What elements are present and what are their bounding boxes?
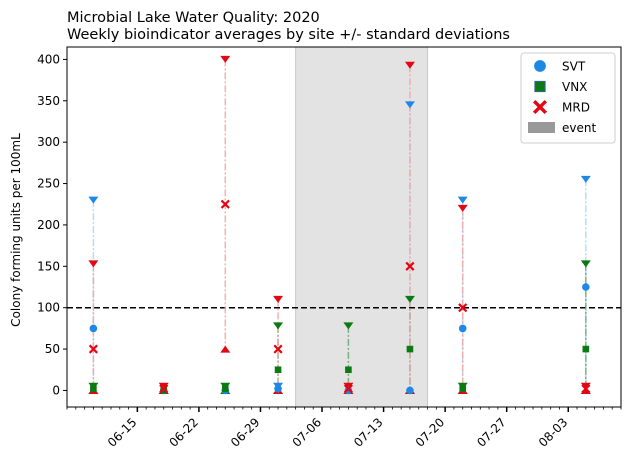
data-point-svt	[582, 283, 590, 291]
error-cap-high-svt	[580, 175, 591, 183]
data-point-mrd	[88, 344, 98, 354]
data-point-mrd	[343, 384, 353, 394]
legend: SVT VNX MRD event	[520, 52, 616, 144]
data-point-svt	[274, 384, 282, 393]
data-point-mrd	[581, 384, 591, 394]
data-point-mrd	[273, 344, 283, 354]
x-tick-label: 07-06	[290, 415, 325, 450]
data-point-vnx	[90, 385, 97, 393]
data-point-mrd	[458, 303, 468, 313]
error-cap-high-mrd	[220, 55, 231, 63]
data-point-vnx	[345, 366, 352, 374]
data-point-vnx	[406, 345, 414, 353]
y-tick-label: 100	[37, 301, 60, 315]
data-point-mrd	[220, 199, 230, 209]
error-cap-high-mrd	[404, 61, 415, 69]
error-cap-high-mrd	[158, 382, 169, 390]
error-cap-high-vnx	[580, 260, 591, 268]
error-cap-high-mrd	[580, 382, 591, 390]
error-cap-high-vnx	[343, 322, 354, 330]
legend-label-mrd: MRD	[562, 101, 590, 115]
plot-area: 0 50 100 150 200 250 300 350 400 06-15 06-22 06-29 0…	[37, 46, 622, 450]
error-cap-high-vnx	[404, 295, 415, 303]
data-point-vnx	[221, 385, 229, 393]
error-cap-high-mrd	[88, 260, 99, 268]
event-band	[295, 46, 429, 408]
axes-frame	[66, 46, 622, 408]
data-point-svt	[406, 386, 414, 395]
legend-marker-svt	[534, 60, 546, 72]
x-tick-label: 06-15	[105, 415, 140, 450]
error-cap-high-mrd	[457, 204, 468, 212]
error-cap-high-svt	[404, 101, 415, 109]
error-cap-high-mrd	[343, 382, 354, 390]
legend-label-event: event	[562, 121, 596, 135]
y-tick-label: 150	[37, 259, 60, 273]
x-tick-label: 07-13	[351, 415, 386, 450]
error-cap-high-svt	[88, 196, 99, 204]
error-cap-high-mrd	[273, 295, 284, 303]
data-point-vnx	[459, 385, 467, 393]
x-tick-label: 07-27	[474, 415, 509, 450]
legend-marker-vnx	[534, 80, 546, 93]
data-point-svt	[344, 386, 353, 395]
y-tick-label: 300	[37, 135, 60, 149]
error-cap-low-mrd	[220, 345, 231, 353]
data-point-svt	[89, 324, 98, 333]
data-point-mrd	[159, 384, 169, 394]
legend-box	[520, 52, 616, 144]
error-cap-high-vnx	[273, 322, 284, 330]
data-point-mrd	[405, 261, 415, 271]
y-tick-label: 0	[52, 383, 60, 397]
y-tick-label: 350	[37, 94, 60, 108]
y-tick-label: 400	[37, 52, 60, 66]
data-point-vnx	[160, 387, 168, 394]
y-tick-label: 250	[37, 177, 60, 191]
data-point-vnx	[274, 366, 282, 374]
chart-subtitle: Weekly bioindicator averages by site +/-…	[67, 27, 510, 43]
y-tick-label: 200	[37, 218, 60, 232]
chart-title: Microbial Lake Water Quality: 2020	[67, 10, 320, 26]
legend-label-svt: SVT	[562, 60, 586, 74]
x-tick-label: 08-03	[536, 415, 571, 450]
data-point-vnx	[582, 345, 590, 353]
legend-label-vnx: VNX	[562, 80, 587, 94]
data-point-svt	[458, 324, 467, 333]
x-tick-label: 06-22	[166, 415, 201, 450]
legend-marker-event	[528, 122, 555, 133]
y-axis-label: Colony forming units per 100mL	[9, 133, 23, 327]
y-tick-label: 50	[45, 342, 60, 356]
error-cap-high-svt	[457, 196, 468, 204]
legend-marker-mrd	[532, 99, 548, 115]
x-tick-label: 06-29	[228, 415, 263, 450]
x-tick-label: 07-20	[413, 415, 448, 450]
